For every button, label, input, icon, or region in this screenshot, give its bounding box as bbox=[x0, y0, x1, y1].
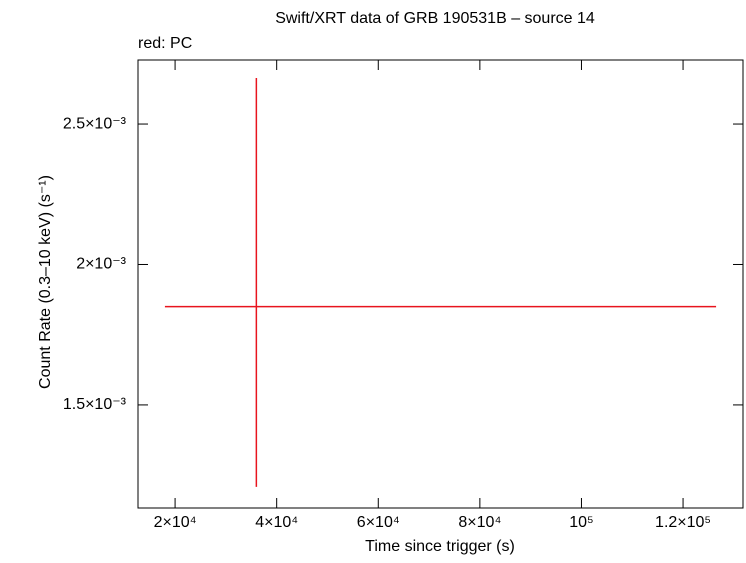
y-tick-label: 1.5×10⁻³ bbox=[63, 396, 127, 413]
x-tick-label: 6×10⁴ bbox=[357, 514, 400, 531]
plot-frame bbox=[137, 59, 744, 509]
chart-title: Swift/XRT data of GRB 190531B – source 1… bbox=[275, 10, 595, 27]
y-axis-label: Count Rate (0.3–10 keV) (s⁻¹) bbox=[37, 175, 54, 389]
y-tick-label: 2.5×10⁻³ bbox=[63, 115, 127, 132]
x-axis-label: Time since trigger (s) bbox=[365, 538, 515, 555]
x-tick-label: 2×10⁴ bbox=[154, 514, 197, 531]
chart-subtitle: red: PC bbox=[138, 35, 192, 52]
x-tick-label: 1.2×10⁵ bbox=[655, 514, 711, 531]
x-tick-label: 10⁵ bbox=[569, 514, 593, 531]
x-tick-label: 4×10⁴ bbox=[255, 514, 298, 531]
y-tick-label: 2×10⁻³ bbox=[76, 256, 126, 273]
x-tick-label: 8×10⁴ bbox=[458, 514, 501, 531]
